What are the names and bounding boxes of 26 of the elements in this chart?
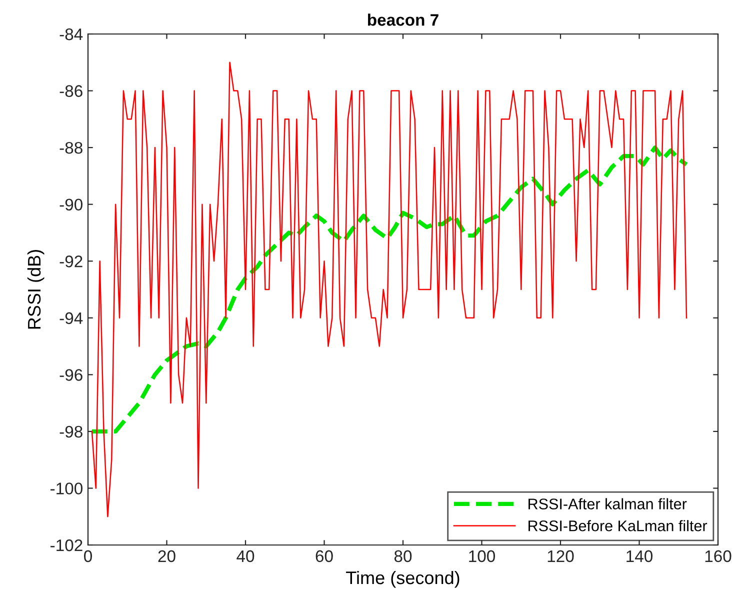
- y-tick-label: -88: [60, 142, 82, 154]
- y-tick-label: -94: [60, 312, 83, 324]
- x-axis-title: Time (second): [346, 570, 460, 588]
- y-tick-label: -96: [60, 369, 82, 381]
- x-tick-label: 140: [626, 550, 653, 562]
- x-tick-label: 40: [236, 550, 254, 562]
- line-series: [91, 62, 688, 518]
- x-tick-label: 160: [705, 550, 732, 562]
- y-tick-label: -84: [60, 28, 83, 40]
- y-tick-label: -98: [60, 426, 82, 438]
- x-tick-label: 100: [469, 550, 496, 562]
- legend-label: RSSI-After kalman filter: [528, 498, 687, 510]
- x-tick-label: 60: [316, 550, 333, 562]
- y-tick-label: -100: [50, 482, 82, 494]
- y-tick-label: -86: [60, 85, 82, 97]
- legend-label: RSSI-Before KaLman filter: [528, 520, 708, 532]
- x-tick-label: 120: [548, 550, 574, 562]
- y-tick-label: -92: [60, 256, 82, 268]
- line-series: [90, 145, 689, 434]
- y-tick-label: -102: [50, 539, 82, 552]
- x-tick-label: 0: [84, 550, 92, 562]
- y-tick-label: -90: [60, 198, 82, 211]
- x-tick-label: 20: [158, 550, 176, 562]
- x-tick-label: 80: [394, 550, 412, 562]
- chart-title: beacon 7: [368, 14, 438, 26]
- y-axis-title: RSSI (dB): [27, 250, 44, 329]
